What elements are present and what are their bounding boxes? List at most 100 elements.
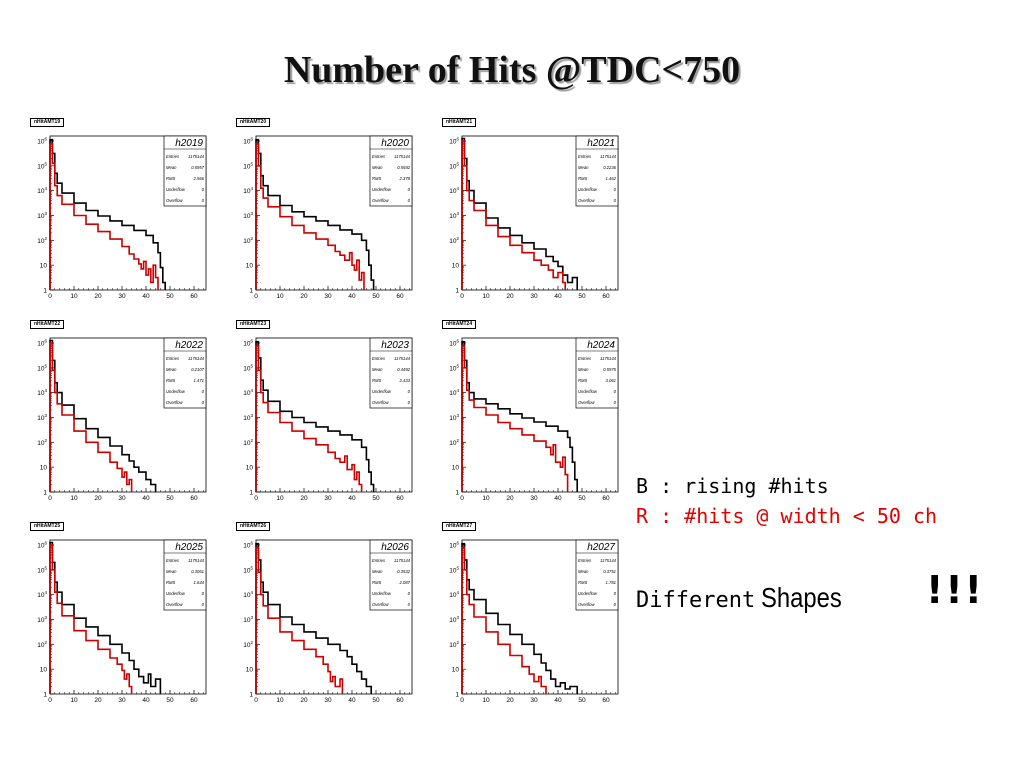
x-tick-label: 30 bbox=[118, 495, 126, 502]
stats-value: 0 bbox=[202, 187, 205, 192]
x-tick-label: 50 bbox=[578, 293, 586, 300]
histogram-plot: 1 10 102 103 104 105 106 0 10 20 30 40 50 60 h2022 Entr… bbox=[37, 337, 207, 502]
stats-value: 1175144 bbox=[394, 154, 411, 159]
x-tick-label: 40 bbox=[142, 293, 150, 300]
stats-value: 0 bbox=[614, 389, 617, 394]
stats-label: Entries bbox=[372, 356, 386, 361]
note-exclamation: !!! bbox=[926, 568, 984, 612]
x-tick-label: 0 bbox=[460, 293, 464, 300]
histogram-name: h2021 bbox=[587, 138, 615, 149]
histogram-panel-h2026: nHitAMT26 1 10 102 103 104 105 106 0 10 20 30 40 50 60… bbox=[236, 522, 436, 704]
x-tick-label: 60 bbox=[602, 697, 610, 704]
stats-label: Overflow bbox=[578, 198, 595, 203]
stats-value: 1.462 bbox=[606, 176, 617, 181]
x-tick-label: 20 bbox=[506, 697, 514, 704]
stats-value: 0 bbox=[202, 602, 205, 607]
y-tick-label: 105 bbox=[449, 363, 459, 372]
stats-value: 0 bbox=[614, 198, 617, 203]
slide-title: Number of Hits @TDC<750 bbox=[283, 49, 741, 91]
stats-label: Entries bbox=[578, 356, 592, 361]
histogram-name: h2019 bbox=[175, 138, 203, 149]
stats-value: 2.087 bbox=[399, 580, 411, 585]
x-tick-label: 20 bbox=[300, 495, 308, 502]
legend-black-description: B : rising #hits bbox=[636, 474, 829, 498]
y-tick-label: 1 bbox=[249, 490, 253, 497]
y-tick-label: 106 bbox=[243, 136, 253, 145]
stats-value: 1175144 bbox=[600, 558, 617, 563]
y-tick-label: 10 bbox=[40, 465, 48, 472]
series-red-width-cut bbox=[255, 546, 344, 694]
x-tick-label: 40 bbox=[142, 697, 150, 704]
histogram-panel-h2019: nHitAMT19 1 10 102 103 104 105 106 0 10 20 30 40 50 60… bbox=[30, 118, 230, 300]
y-tick-label: 10 bbox=[452, 667, 460, 674]
y-tick-label: 102 bbox=[243, 236, 253, 245]
y-tick-label: 1 bbox=[455, 288, 459, 295]
x-tick-label: 10 bbox=[482, 495, 490, 502]
x-tick-label: 10 bbox=[70, 293, 78, 300]
y-tick-label: 104 bbox=[449, 388, 459, 397]
histogram-plot: 1 10 102 103 104 105 106 0 10 20 30 40 50 60 h2020 Entr… bbox=[243, 135, 413, 300]
stats-value: 0 bbox=[202, 389, 205, 394]
y-tick-label: 1 bbox=[249, 288, 253, 295]
histogram-name: h2026 bbox=[381, 542, 409, 553]
y-tick-label: 106 bbox=[37, 338, 47, 347]
series-black-rising-hits bbox=[49, 138, 166, 290]
x-tick-label: 20 bbox=[94, 495, 102, 502]
stats-label: Mean bbox=[166, 569, 177, 574]
x-tick-label: 30 bbox=[118, 293, 126, 300]
histogram-tag: nHitAMT25 bbox=[30, 522, 65, 531]
histogram-tag: nHitAMT27 bbox=[442, 522, 477, 531]
stats-value: 0.2107 bbox=[191, 367, 204, 372]
y-tick-label: 104 bbox=[449, 590, 459, 599]
y-tick-label: 106 bbox=[37, 136, 47, 145]
series-red-width-cut bbox=[49, 544, 133, 694]
note-word-different: Different bbox=[636, 588, 756, 613]
series-red-width-cut bbox=[461, 140, 566, 290]
y-tick-label: 102 bbox=[243, 438, 253, 447]
stats-label: Overflow bbox=[166, 602, 183, 607]
y-tick-label: 103 bbox=[243, 413, 253, 422]
stats-label: Overflow bbox=[372, 400, 389, 405]
x-tick-label: 40 bbox=[554, 293, 562, 300]
histogram-plot: 1 10 102 103 104 105 106 0 10 20 30 40 50 60 h2024 Entr… bbox=[449, 337, 619, 502]
y-tick-label: 102 bbox=[243, 640, 253, 649]
y-tick-label: 105 bbox=[449, 565, 459, 574]
x-tick-label: 50 bbox=[166, 697, 174, 704]
y-tick-label: 1 bbox=[455, 490, 459, 497]
y-tick-label: 105 bbox=[37, 161, 47, 170]
y-tick-label: 102 bbox=[37, 236, 47, 245]
y-tick-label: 102 bbox=[37, 640, 47, 649]
conclusion-note: Different Shapes!!! bbox=[636, 568, 982, 614]
stats-value: 0 bbox=[408, 198, 411, 203]
x-tick-label: 30 bbox=[530, 293, 538, 300]
stats-label: RMS bbox=[166, 176, 176, 181]
y-tick-label: 103 bbox=[449, 413, 459, 422]
x-tick-label: 40 bbox=[348, 495, 356, 502]
x-tick-label: 30 bbox=[324, 697, 332, 704]
y-tick-label: 102 bbox=[449, 236, 459, 245]
stats-label: RMS bbox=[578, 378, 588, 383]
stats-value: 0.3532 bbox=[397, 569, 410, 574]
stats-label: Underflow bbox=[578, 187, 598, 192]
x-tick-label: 60 bbox=[602, 293, 610, 300]
histogram-panel-h2024: nHitAMT24 1 10 102 103 104 105 106 0 10 20 30 40 50 60… bbox=[442, 320, 642, 502]
histogram-tag: nHitAMT21 bbox=[442, 118, 477, 127]
stats-label: Underflow bbox=[578, 389, 598, 394]
histogram-plot: 1 10 102 103 104 105 106 0 10 20 30 40 50 60 h2027 Entr… bbox=[449, 539, 619, 704]
stats-label: RMS bbox=[372, 378, 382, 383]
y-tick-label: 106 bbox=[449, 136, 459, 145]
stats-box bbox=[369, 135, 413, 207]
y-tick-label: 10 bbox=[246, 263, 254, 270]
series-black-rising-hits bbox=[255, 138, 375, 290]
y-tick-label: 102 bbox=[449, 640, 459, 649]
stats-label: RMS bbox=[166, 378, 176, 383]
stats-value: 0 bbox=[202, 400, 205, 405]
stats-box bbox=[163, 135, 207, 207]
y-tick-label: 105 bbox=[243, 363, 253, 372]
x-tick-label: 10 bbox=[276, 495, 284, 502]
stats-value: 0.2236 bbox=[603, 165, 616, 170]
x-tick-label: 10 bbox=[70, 697, 78, 704]
y-tick-label: 104 bbox=[37, 388, 47, 397]
x-tick-label: 10 bbox=[70, 495, 78, 502]
histogram-panel-h2025: nHitAMT25 1 10 102 103 104 105 106 0 10 20 30 40 50 60… bbox=[30, 522, 230, 704]
